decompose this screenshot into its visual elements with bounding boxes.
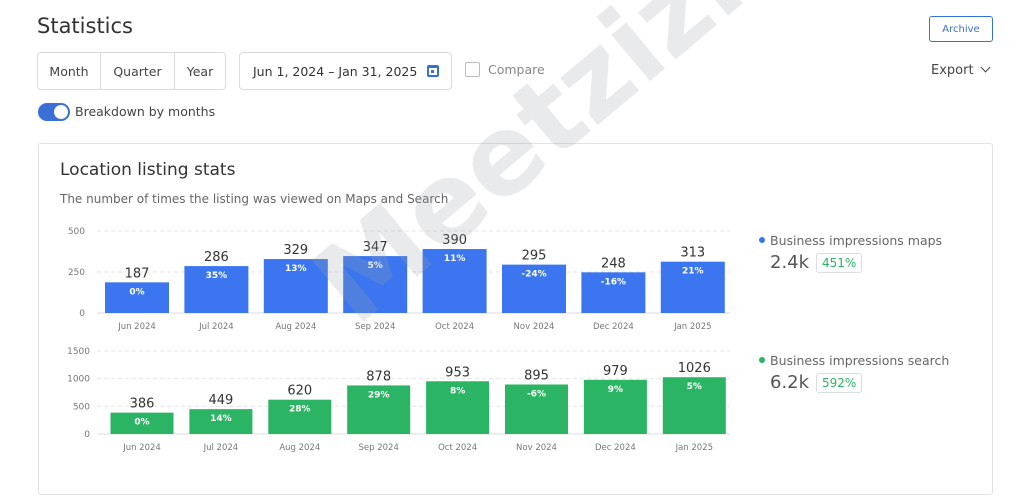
y-tick-label: 500 bbox=[73, 402, 90, 412]
bar-change-label: 14% bbox=[210, 414, 232, 424]
compare-checkbox[interactable] bbox=[465, 62, 480, 77]
legend-label-maps: Business impressions maps bbox=[770, 233, 943, 248]
y-tick-label: 0 bbox=[84, 430, 90, 440]
x-tick-label: Aug 2024 bbox=[275, 322, 316, 332]
bar-value-label: 390 bbox=[442, 233, 467, 248]
x-tick-label: Oct 2024 bbox=[438, 443, 477, 453]
bar bbox=[426, 381, 490, 434]
bar bbox=[581, 272, 646, 313]
bar-change-label: -6% bbox=[527, 389, 546, 399]
x-tick-label: Dec 2024 bbox=[593, 322, 634, 332]
bar-value-label: 953 bbox=[445, 365, 470, 380]
legend-total-search: 6.2k bbox=[770, 372, 810, 393]
date-range-value: Jun 1, 2024 – Jan 31, 2025 bbox=[253, 63, 418, 79]
bar-value-label: 187 bbox=[125, 266, 150, 281]
bar-change-label: -24% bbox=[521, 270, 546, 280]
bar bbox=[502, 264, 566, 313]
bar-change-label: 5% bbox=[687, 382, 702, 392]
x-tick-label: Aug 2024 bbox=[279, 443, 320, 453]
date-range-picker[interactable]: Jun 1, 2024 – Jan 31, 2025 bbox=[239, 52, 452, 90]
bar-value-label: 878 bbox=[366, 369, 391, 384]
tab-year[interactable]: Year bbox=[174, 52, 226, 90]
bar bbox=[662, 377, 726, 434]
legend-total-maps: 2.4k bbox=[770, 252, 810, 273]
legend-change-search: 592% bbox=[816, 373, 863, 393]
bar bbox=[189, 409, 253, 434]
bar-change-label: 13% bbox=[285, 264, 307, 274]
x-tick-label: Jun 2024 bbox=[117, 322, 156, 332]
export-dropdown[interactable]: Export bbox=[931, 62, 991, 78]
bar-change-label: -16% bbox=[601, 277, 626, 287]
bar-value-label: 248 bbox=[601, 256, 626, 271]
bar-value-label: 313 bbox=[680, 246, 705, 261]
y-tick-label: 1500 bbox=[67, 347, 90, 357]
bar bbox=[263, 259, 328, 313]
bar-value-label: 295 bbox=[522, 249, 547, 264]
legend-dot-maps bbox=[759, 237, 765, 243]
bar-change-label: 0% bbox=[134, 418, 149, 428]
card-subtitle: The number of times the listing was view… bbox=[60, 192, 449, 206]
bar bbox=[422, 249, 487, 313]
bar-value-label: 895 bbox=[524, 368, 549, 383]
bar bbox=[105, 282, 169, 313]
legend-label-search: Business impressions search bbox=[770, 353, 950, 368]
archive-button[interactable]: Archive bbox=[929, 16, 993, 42]
bar bbox=[110, 412, 174, 434]
x-tick-label: Nov 2024 bbox=[514, 322, 555, 332]
breakdown-toggle[interactable] bbox=[38, 103, 70, 121]
x-tick-label: Oct 2024 bbox=[435, 322, 474, 332]
bar-change-label: 35% bbox=[206, 271, 228, 281]
bar-value-label: 620 bbox=[287, 384, 312, 399]
x-tick-label: Jan 2025 bbox=[673, 322, 711, 332]
bar-value-label: 1026 bbox=[678, 361, 711, 376]
x-tick-label: Sep 2024 bbox=[359, 443, 399, 453]
x-tick-label: Jul 2024 bbox=[198, 322, 234, 332]
bar bbox=[347, 385, 411, 434]
bar bbox=[268, 399, 332, 434]
x-tick-label: Jun 2024 bbox=[122, 443, 161, 453]
compare-label[interactable]: Compare bbox=[488, 62, 545, 77]
bar-change-label: 21% bbox=[682, 267, 704, 277]
bar-change-label: 29% bbox=[368, 390, 390, 400]
bar-value-label: 329 bbox=[283, 243, 308, 258]
bar bbox=[343, 256, 408, 313]
y-tick-label: 250 bbox=[68, 268, 85, 278]
bar-value-label: 449 bbox=[208, 393, 233, 408]
bar-change-label: 0% bbox=[129, 287, 144, 297]
location-stats-card bbox=[38, 143, 993, 495]
bar-value-label: 286 bbox=[204, 250, 229, 265]
x-tick-label: Jul 2024 bbox=[203, 443, 239, 453]
x-tick-label: Dec 2024 bbox=[595, 443, 636, 453]
bar bbox=[583, 379, 647, 434]
legend-dot-search bbox=[759, 357, 765, 363]
bar-value-label: 979 bbox=[603, 364, 628, 379]
export-label: Export bbox=[931, 63, 974, 78]
legend-change-maps: 451% bbox=[816, 253, 863, 273]
bar bbox=[184, 266, 249, 313]
card-title: Location listing stats bbox=[60, 160, 236, 180]
page-title: Statistics bbox=[37, 14, 133, 38]
bar bbox=[660, 261, 725, 313]
y-tick-label: 0 bbox=[79, 309, 85, 319]
y-tick-label: 1000 bbox=[67, 375, 90, 385]
bar bbox=[505, 384, 568, 434]
tab-quarter[interactable]: Quarter bbox=[100, 52, 175, 90]
y-tick-label: 500 bbox=[68, 227, 85, 237]
bar-change-label: 11% bbox=[444, 254, 466, 264]
bar-change-label: 8% bbox=[450, 386, 465, 396]
bar-change-label: 9% bbox=[608, 385, 623, 395]
calendar-icon[interactable] bbox=[427, 65, 439, 77]
bar-change-label: 5% bbox=[368, 261, 383, 271]
bar-value-label: 347 bbox=[363, 240, 388, 255]
x-tick-label: Sep 2024 bbox=[355, 322, 395, 332]
x-tick-label: Jan 2025 bbox=[675, 443, 713, 453]
x-tick-label: Nov 2024 bbox=[516, 443, 557, 453]
breakdown-label: Breakdown by months bbox=[75, 104, 216, 119]
bar-value-label: 386 bbox=[130, 397, 155, 412]
bar-change-label: 28% bbox=[289, 405, 311, 415]
